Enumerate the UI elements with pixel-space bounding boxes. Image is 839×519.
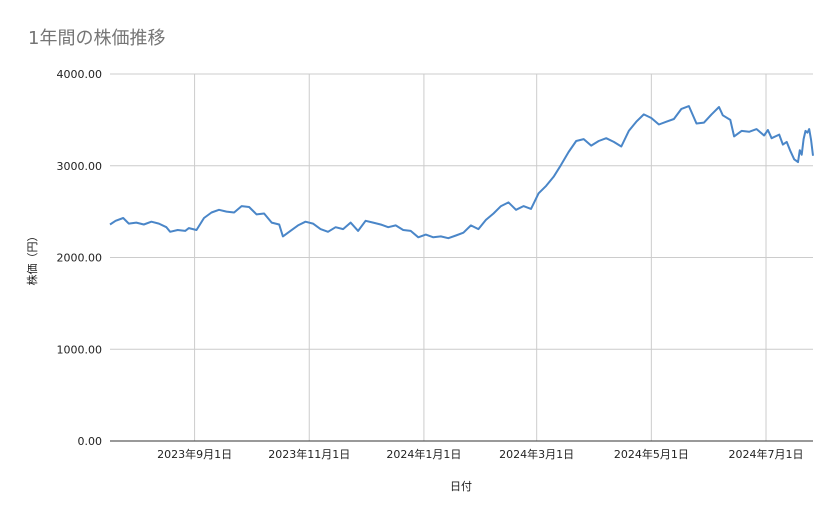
- x-tick-label: 2024年7月1日: [729, 447, 804, 461]
- x-tick-label: 2024年1月1日: [386, 447, 461, 461]
- y-tick-label: 0.00: [78, 435, 103, 448]
- y-axis-label: 株価（円）: [25, 231, 39, 286]
- y-tick-label: 4000.00: [57, 68, 103, 81]
- x-tick-label: 2023年11月1日: [268, 447, 350, 461]
- x-tick-label: 2023年9月1日: [157, 447, 232, 461]
- series-line: [109, 105, 814, 240]
- y-tick-label: 1000.00: [57, 343, 103, 356]
- x-axis-ticks: 2023年9月1日 2023年11月1日 2024年1月1日 2024年3月1日 202…: [157, 447, 803, 461]
- x-tick-label: 2024年3月1日: [499, 447, 574, 461]
- chart-title: 1年間の株価推移: [28, 28, 166, 49]
- y-axis-ticks: 0.00 1000.00 2000.00 3000.00 4000.00: [57, 68, 103, 448]
- y-tick-label: 2000.00: [57, 252, 103, 265]
- grid-lines: [110, 73, 813, 442]
- x-tick-label: 2024年5月1日: [614, 447, 689, 461]
- x-axis-label: 日付: [450, 480, 472, 493]
- y-tick-label: 3000.00: [57, 160, 103, 173]
